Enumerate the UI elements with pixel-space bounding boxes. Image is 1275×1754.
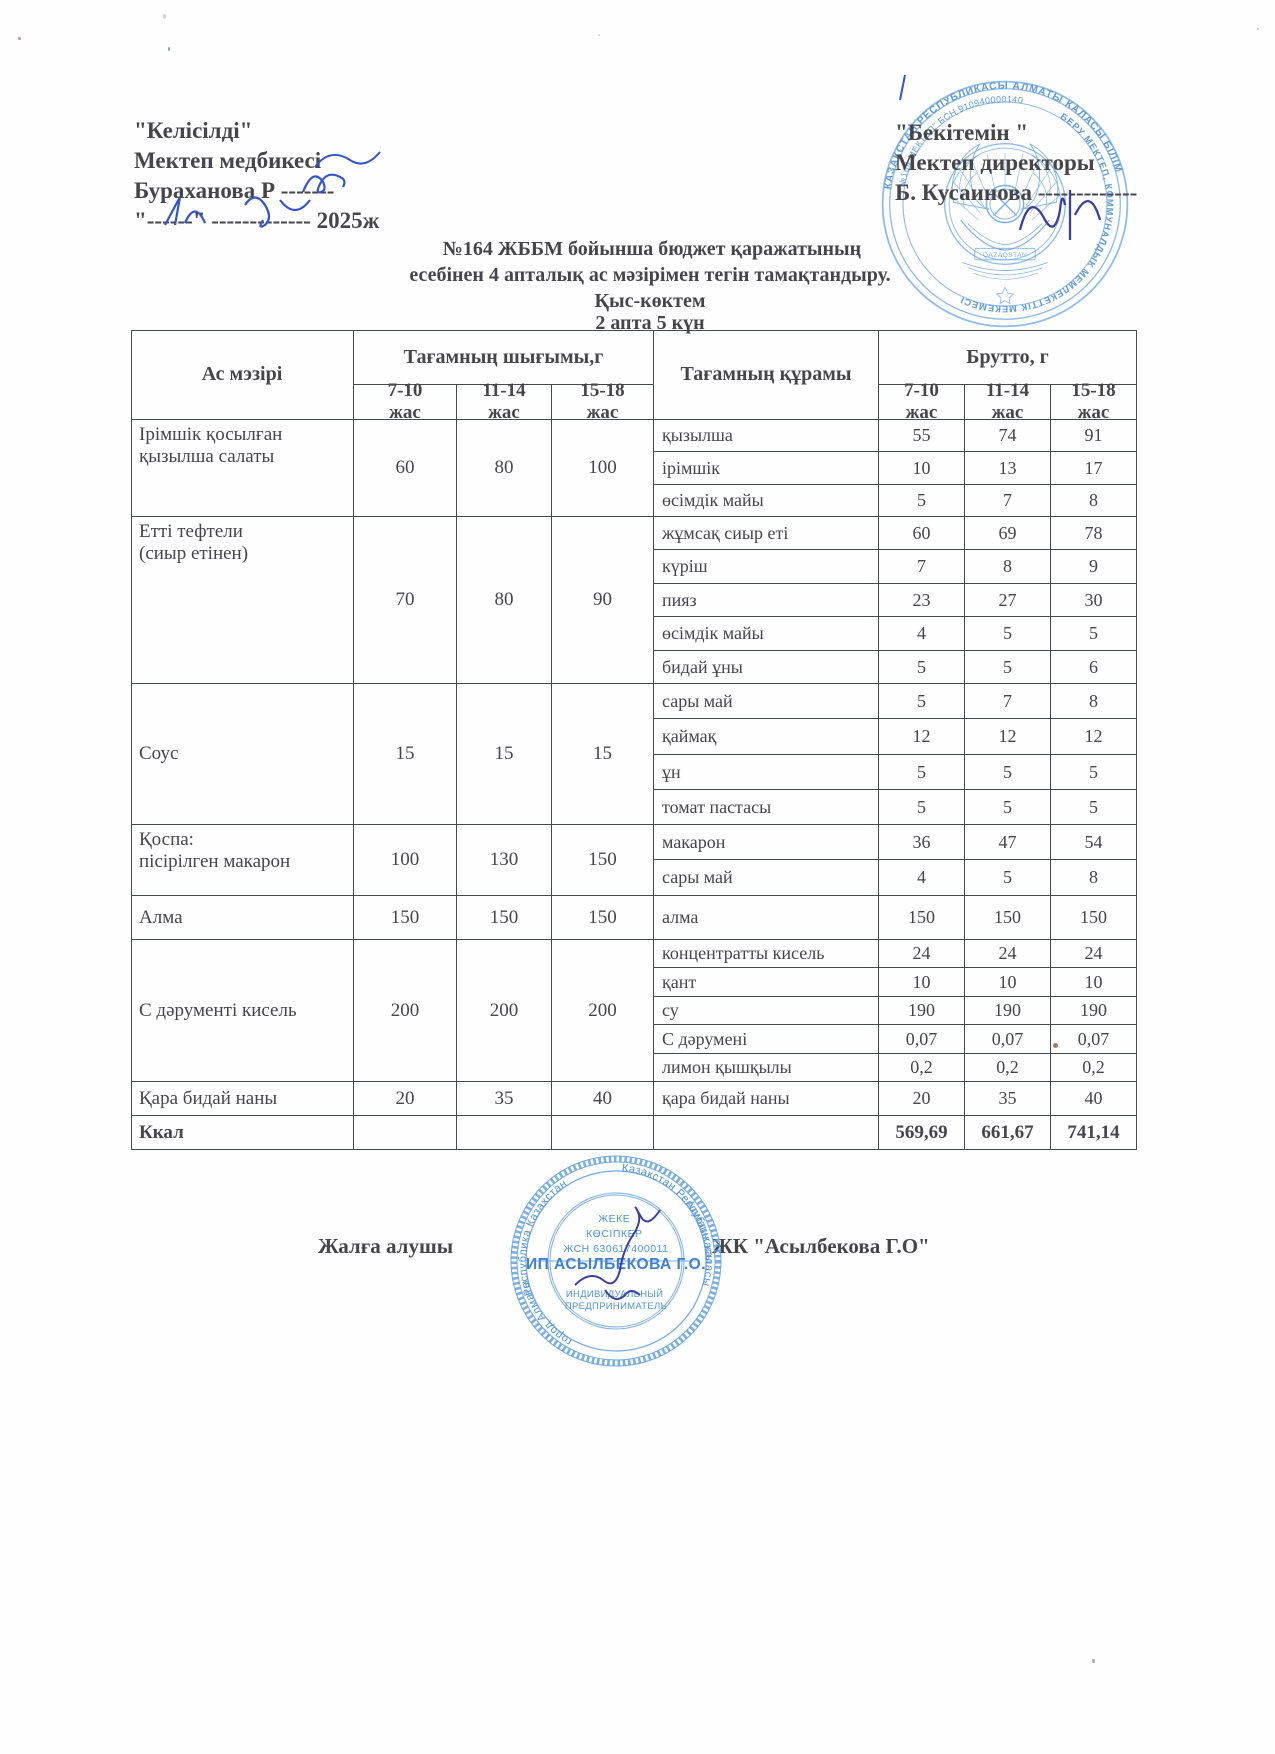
svg-text:Республика Казахстан: Республика Казахстан — [517, 1178, 569, 1298]
svg-text:Алматы каласы: Алматы каласы — [683, 1198, 715, 1287]
